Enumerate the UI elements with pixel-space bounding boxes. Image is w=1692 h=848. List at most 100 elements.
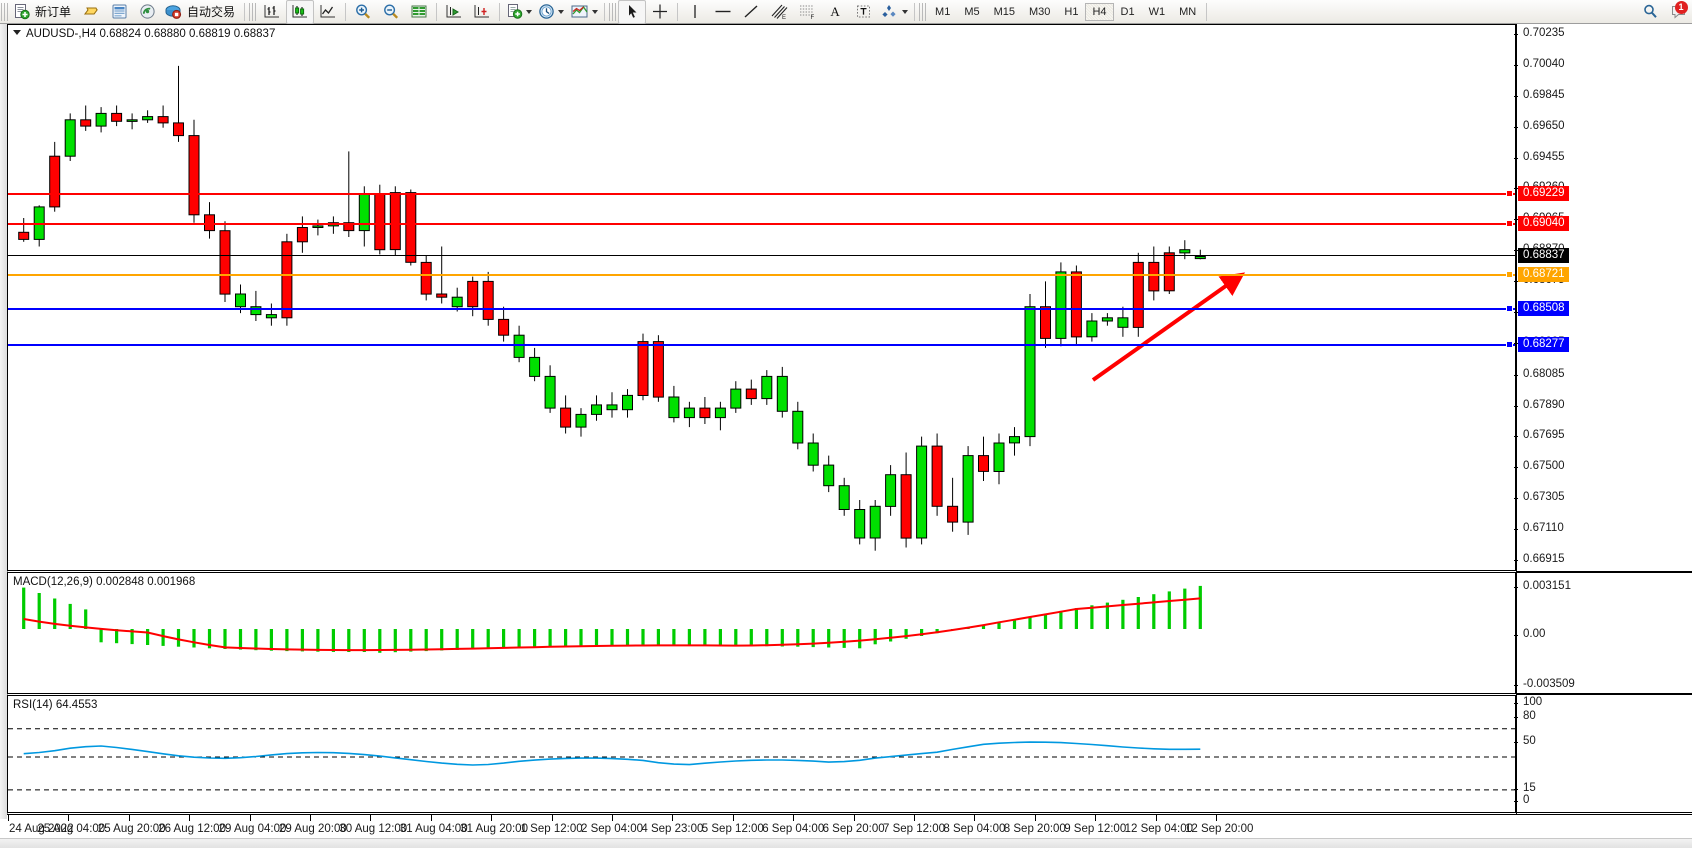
timeframe-group: M1 M5 M15 M30 H1 H4 D1 W1 MN bbox=[928, 2, 1203, 21]
text-tool-icon[interactable]: A bbox=[821, 0, 849, 24]
price-pane[interactable]: AUDUSD-,H4 0.68824 0.68880 0.68819 0.688… bbox=[7, 24, 1516, 571]
price-label-resistance-2[interactable]: 0.69229 bbox=[1518, 186, 1569, 202]
text-label-tool-icon[interactable] bbox=[849, 0, 877, 24]
trend-arrow-annotation[interactable] bbox=[8, 25, 1515, 570]
signals-icon[interactable] bbox=[133, 0, 161, 24]
chevron-down-icon[interactable] bbox=[558, 9, 565, 14]
horizontal-line-tool-icon[interactable] bbox=[709, 0, 737, 24]
bar-chart-icon[interactable] bbox=[258, 0, 286, 24]
crosshair-tool-icon[interactable] bbox=[646, 0, 674, 24]
svg-text:E: E bbox=[782, 15, 786, 20]
macd-tick: 0.003151 bbox=[1514, 580, 1571, 592]
macd-tick: -0.003509 bbox=[1514, 678, 1575, 690]
timeframe-h4[interactable]: H4 bbox=[1085, 2, 1114, 21]
timeframe-d1[interactable]: D1 bbox=[1120, 5, 1135, 18]
time-label: 25 Aug 04:00 bbox=[37, 823, 106, 835]
new-order-button[interactable]: 新订单 bbox=[10, 0, 77, 24]
price-label-pivot[interactable]: 0.68721 bbox=[1518, 266, 1569, 282]
price-line-last-price[interactable] bbox=[8, 255, 1515, 257]
rsi-tick: 80 bbox=[1514, 710, 1536, 722]
timeframe-m5[interactable]: M5 bbox=[964, 5, 980, 18]
price-line-handle-support-2[interactable] bbox=[1506, 341, 1513, 349]
price-label-support-2[interactable]: 0.68277 bbox=[1518, 337, 1569, 353]
price-label-last-price[interactable]: 0.68837 bbox=[1518, 248, 1569, 264]
price-axis[interactable]: 0.70235 0.70040 0.69845 0.69650 0.69455 0.692… bbox=[1514, 24, 1692, 819]
timeframe-m30[interactable]: M30 bbox=[1029, 5, 1051, 18]
price-line-handle-support-1[interactable] bbox=[1506, 304, 1513, 312]
axis-divider-1 bbox=[1517, 571, 1692, 572]
timeframe-mn[interactable]: MN bbox=[1179, 5, 1197, 18]
line-chart-icon[interactable] bbox=[314, 0, 342, 24]
price-line-resistance-2[interactable] bbox=[8, 193, 1515, 196]
notification-count: 1 bbox=[1674, 1, 1688, 14]
time-label: 31 Aug 04:00 bbox=[399, 823, 468, 835]
time-label: 6 Sep 20:00 bbox=[822, 823, 885, 835]
time-label: 12 Sep 04:00 bbox=[1124, 823, 1194, 835]
gold-bar-icon[interactable] bbox=[77, 0, 105, 24]
text-tool-glyph: A bbox=[830, 3, 840, 19]
chevron-down-icon[interactable] bbox=[592, 9, 599, 14]
toolbar-grip-3[interactable] bbox=[609, 2, 617, 21]
price-label-support-1[interactable]: 0.68508 bbox=[1518, 300, 1569, 316]
autotrading-button[interactable]: 自动交易 bbox=[161, 0, 241, 24]
time-tick bbox=[1155, 815, 1157, 821]
chart-symbol-label: AUDUSD-,H4 0.68824 0.68880 0.68819 0.688… bbox=[13, 28, 275, 40]
trendline-tool-icon[interactable] bbox=[737, 0, 765, 24]
price-tick: 0.69455 bbox=[1514, 151, 1565, 163]
notifications-icon[interactable]: 1 bbox=[1664, 0, 1692, 24]
timeframe-h1[interactable]: H1 bbox=[1064, 5, 1079, 18]
price-tick: 0.67695 bbox=[1514, 429, 1565, 441]
shift-end-icon[interactable] bbox=[440, 0, 468, 24]
macd-pane[interactable]: MACD(12,26,9) 0.002848 0.001968 bbox=[7, 572, 1516, 694]
timeframe-m15[interactable]: M15 bbox=[993, 5, 1015, 18]
chevron-down-icon[interactable] bbox=[902, 9, 909, 14]
price-line-pivot[interactable] bbox=[8, 273, 1515, 276]
toolbar-divider-3 bbox=[436, 2, 438, 21]
period-dropdown[interactable] bbox=[535, 0, 567, 24]
toolbar-grip[interactable] bbox=[1, 2, 8, 21]
data-window-icon[interactable] bbox=[405, 0, 433, 24]
price-line-resistance-1[interactable] bbox=[8, 223, 1515, 226]
price-line-handle-resistance-1[interactable] bbox=[1506, 220, 1513, 228]
auto-scroll-icon[interactable] bbox=[468, 0, 496, 24]
price-line-support-1[interactable] bbox=[8, 307, 1515, 310]
time-tick bbox=[732, 815, 734, 821]
price-tick: 0.67305 bbox=[1514, 491, 1565, 503]
arrows-dropdown[interactable] bbox=[877, 0, 911, 24]
zoom-out-icon[interactable] bbox=[377, 0, 405, 24]
rsi-tick: 0 bbox=[1514, 794, 1529, 806]
market-watch-icon[interactable] bbox=[105, 0, 133, 24]
timeframe-w1[interactable]: W1 bbox=[1148, 5, 1166, 18]
fibonacci-tool-icon[interactable]: F bbox=[793, 0, 821, 24]
price-line-support-2[interactable] bbox=[8, 344, 1515, 347]
time-label: 1 Sep 12:00 bbox=[520, 823, 583, 835]
new-chart-dropdown[interactable] bbox=[503, 0, 535, 24]
symbol-dropdown-caret-icon[interactable] bbox=[13, 30, 21, 35]
price-line-handle-pivot[interactable] bbox=[1506, 270, 1513, 278]
notification-bubble[interactable]: 1 bbox=[1670, 1, 1688, 20]
toolbar-divider-4 bbox=[499, 2, 501, 21]
chevron-down-icon[interactable] bbox=[526, 9, 533, 14]
toolbar-grip-2[interactable] bbox=[249, 2, 257, 21]
price-tick: 0.70040 bbox=[1514, 57, 1565, 70]
search-icon[interactable] bbox=[1636, 0, 1664, 24]
rsi-pane[interactable]: RSI(14) 64.4553 bbox=[7, 695, 1516, 813]
templates-dropdown[interactable] bbox=[567, 0, 601, 24]
toolbar-divider-2 bbox=[345, 2, 347, 21]
time-tick bbox=[914, 815, 915, 821]
time-label: 9 Sep 12:00 bbox=[1064, 823, 1127, 835]
toolbar-grip-4[interactable] bbox=[919, 2, 927, 21]
symbol-ohlc-text: AUDUSD-,H4 0.68824 0.68880 0.68819 0.688… bbox=[26, 28, 276, 40]
timeframe-m1[interactable]: M1 bbox=[935, 5, 951, 18]
equidistant-channel-tool-icon[interactable]: E bbox=[765, 0, 793, 24]
vertical-line-tool-icon[interactable] bbox=[681, 0, 709, 24]
price-tick-text: 0.70040 bbox=[1523, 57, 1565, 70]
price-line-handle-resistance-2[interactable] bbox=[1506, 190, 1513, 198]
time-label: 24 Aug 2022 bbox=[9, 823, 74, 835]
zoom-in-icon[interactable] bbox=[349, 0, 377, 24]
candlestick-chart-icon[interactable] bbox=[286, 0, 315, 24]
cursor-tool-icon[interactable] bbox=[618, 0, 647, 24]
price-tick-text: 0.69845 bbox=[1523, 88, 1565, 101]
price-label-resistance-1[interactable]: 0.69040 bbox=[1518, 216, 1569, 232]
